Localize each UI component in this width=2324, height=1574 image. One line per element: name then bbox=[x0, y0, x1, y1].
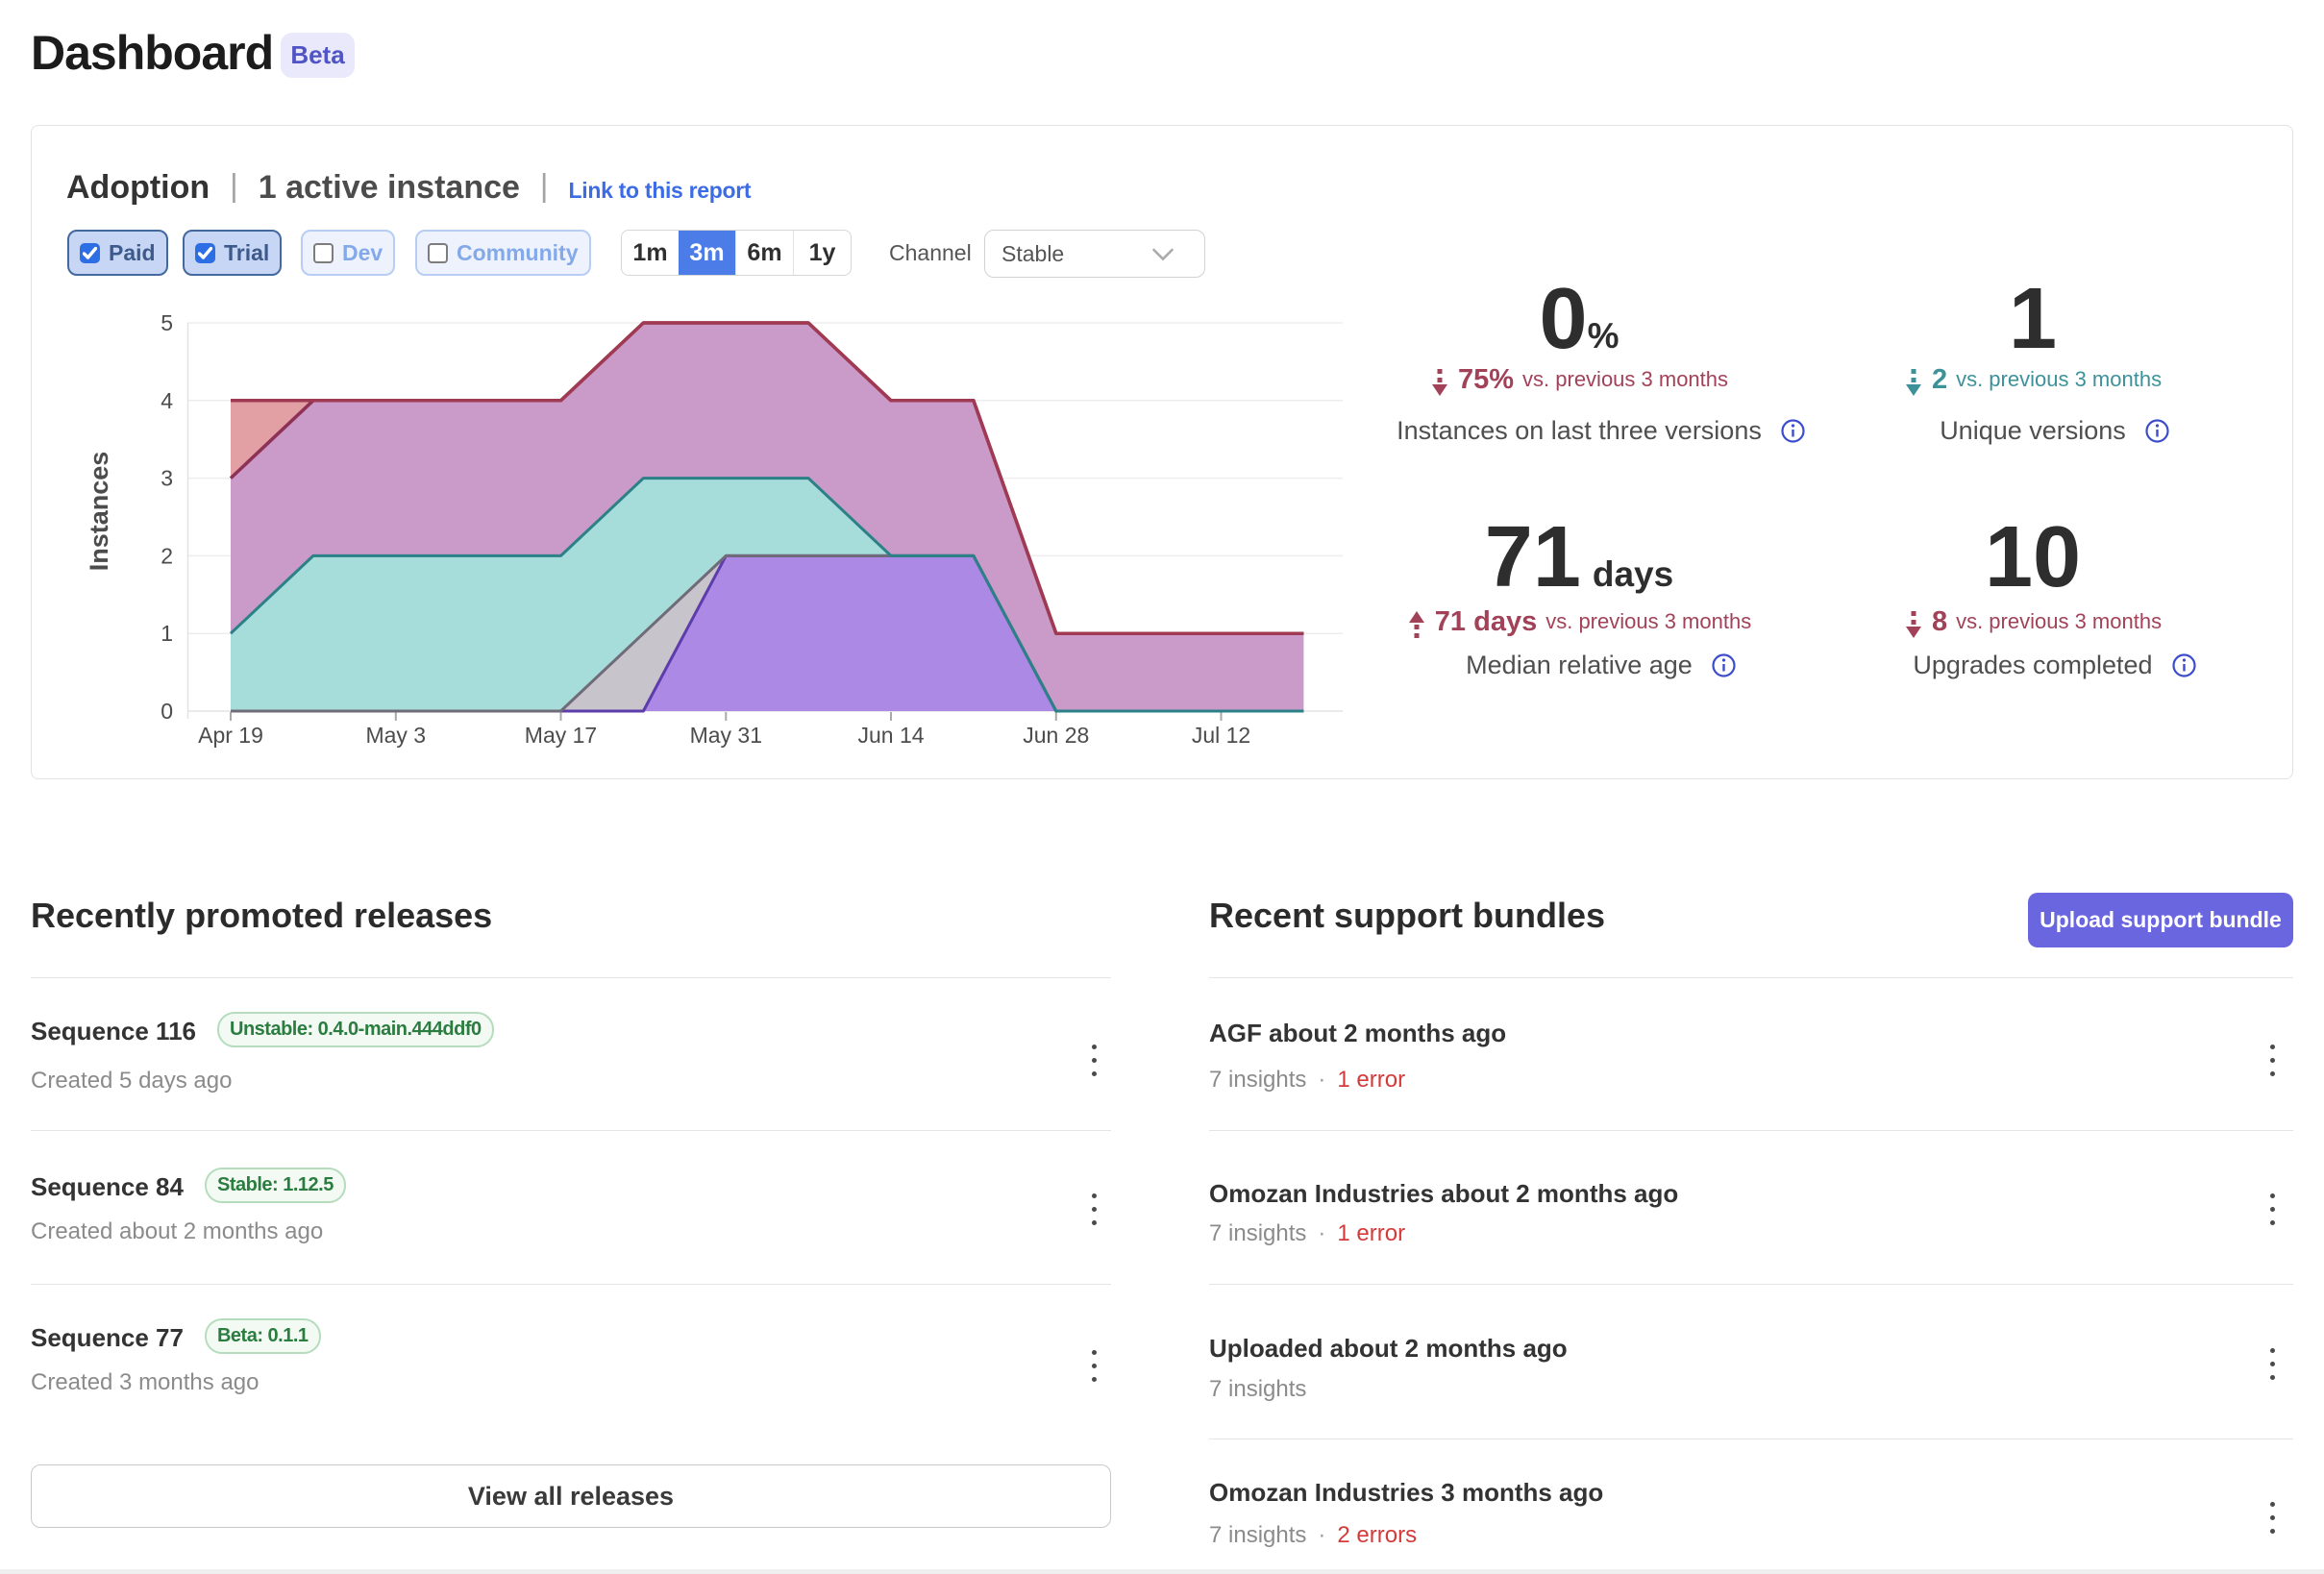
svg-text:May 3: May 3 bbox=[365, 723, 426, 748]
svg-text:Jun 28: Jun 28 bbox=[1023, 723, 1089, 748]
svg-text:3: 3 bbox=[161, 466, 173, 491]
svg-text:Apr 19: Apr 19 bbox=[198, 723, 263, 748]
svg-text:Instances: Instances bbox=[85, 452, 113, 572]
svg-text:1: 1 bbox=[161, 621, 173, 646]
svg-text:Jul 12: Jul 12 bbox=[1192, 723, 1250, 748]
svg-text:2: 2 bbox=[161, 543, 173, 568]
svg-text:May 17: May 17 bbox=[525, 723, 597, 748]
svg-text:4: 4 bbox=[161, 388, 173, 413]
svg-text:Jun 14: Jun 14 bbox=[857, 723, 924, 748]
svg-text:May 31: May 31 bbox=[690, 723, 762, 748]
svg-text:5: 5 bbox=[161, 310, 173, 335]
svg-text:0: 0 bbox=[161, 699, 173, 724]
